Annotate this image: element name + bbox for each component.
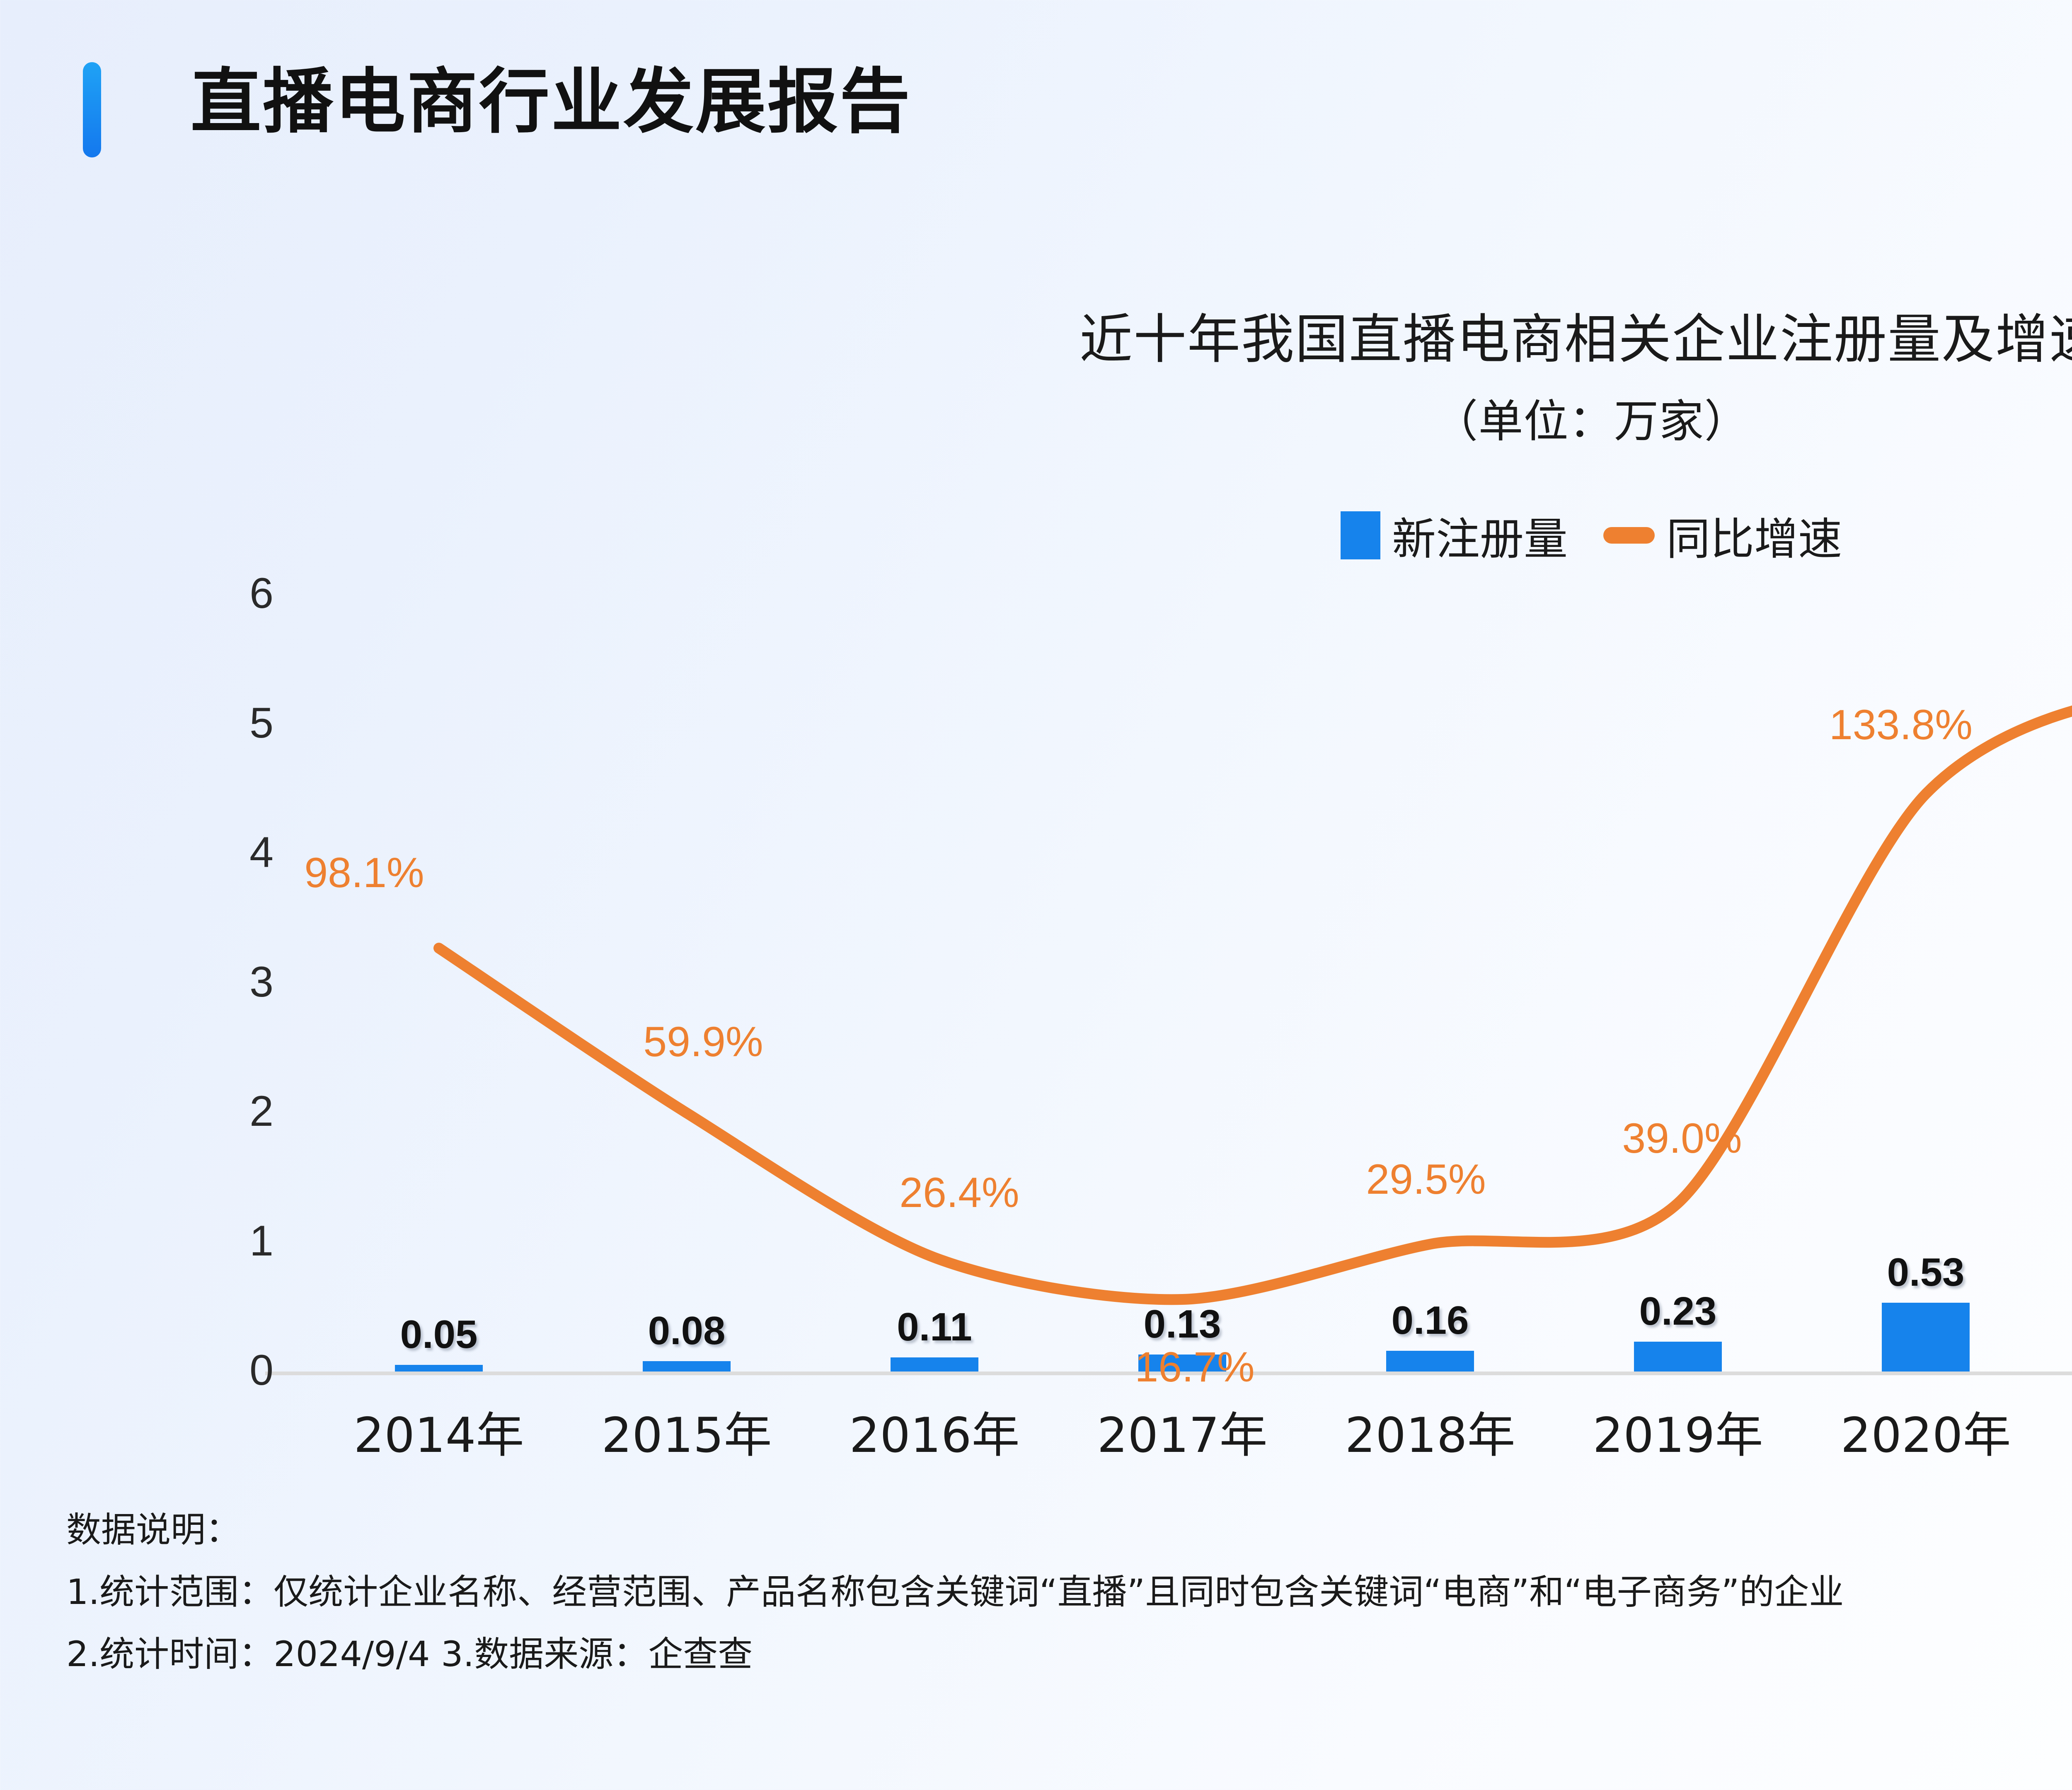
y-axis-left-tick: 4 [249, 828, 274, 876]
x-axis-label-2016年: 2016年 [849, 1408, 1020, 1463]
legend-item-line[interactable]: 同比增速 [1603, 503, 1842, 567]
y-axis-left-tick: 0 [249, 1346, 274, 1394]
growth-rate-label: 39.0% [1622, 1114, 1742, 1162]
bar-value-label: 0.05 [400, 1312, 478, 1357]
legend-bar-swatch-icon [1341, 511, 1380, 559]
page-header: 直播电商行业发展报告 企查查 Qcc.com [0, 0, 2072, 265]
chart-title: 近十年我国直播电商相关企业注册量及增速 [1079, 309, 2072, 370]
x-axis-label-2015年: 2015年 [601, 1408, 772, 1463]
bar-value-label: 0.16 [1391, 1298, 1469, 1342]
bar-2014年[interactable] [395, 1365, 483, 1372]
bar-2018年[interactable] [1386, 1351, 1474, 1372]
growth-rate-label: 26.4% [899, 1169, 1019, 1216]
bar-value-label: 0.13 [1143, 1302, 1221, 1347]
y-axis-left-tick: 6 [249, 569, 274, 617]
growth-rate-label: 59.9% [643, 1018, 763, 1066]
y-axis-left-tick: 5 [249, 699, 274, 747]
growth-rate-label: 133.8% [1829, 701, 1973, 749]
bar-value-label: 1.35 [2049, 1144, 2072, 1189]
growth-rate-label: 29.5% [1366, 1155, 1486, 1203]
growth-rate-label: 98.1% [304, 849, 424, 897]
x-axis-label-2017年: 2017年 [1097, 1408, 1268, 1463]
x-axis-label-2019年: 2019年 [1593, 1408, 1763, 1463]
title-accent-bar [83, 62, 101, 157]
legend-label-line: 同比增速 [1666, 514, 1842, 565]
footer-notes: 数据说明： 1.统计范围：仅统计企业名称、经营范围、产品名称包含关键词“直播”且… [66, 1512, 2072, 1699]
y-axis-left-tick: 3 [249, 958, 274, 1006]
bar-value-label: 0.23 [1639, 1289, 1717, 1334]
bar-2019年[interactable] [1634, 1342, 1722, 1372]
footer-note-2: 2.统计时间：2024/9/4 3.数据来源：企查查 [66, 1634, 753, 1674]
bar-2016年[interactable] [891, 1357, 978, 1372]
x-axis-label-2018年: 2018年 [1345, 1408, 1515, 1463]
x-axis-label-2020年: 2020年 [1840, 1408, 2011, 1463]
growth-rate-label: 16.7% [1135, 1343, 1255, 1391]
page-title: 直播电商行业发展报告 [191, 61, 912, 143]
legend-line-swatch-icon [1603, 527, 1655, 544]
footer-note-1: 1.统计范围：仅统计企业名称、经营范围、产品名称包含关键词“直播”且同时包含关键… [66, 1572, 1844, 1612]
chart-legend: 新注册量 同比增速 [0, 503, 2072, 567]
footer-heading: 数据说明： [66, 1509, 241, 1550]
chart-subtitle: （单位：万家） [1433, 396, 1750, 448]
growth-rate-label: 157.1% [2028, 588, 2072, 636]
bar-value-label: 0.08 [648, 1309, 726, 1353]
bar-2015年[interactable] [643, 1361, 731, 1372]
bar-value-label: 0.11 [897, 1304, 972, 1349]
bar-value-label: 0.53 [1887, 1250, 1965, 1295]
legend-label-bars: 新注册量 [1392, 514, 1568, 565]
bar-2020年[interactable] [1882, 1303, 1970, 1372]
x-axis-label-2021年: 2021年 [2037, 1396, 2072, 1466]
axis-baseline [265, 1372, 2072, 1375]
legend-item-bars[interactable]: 新注册量 [1341, 503, 1568, 567]
y-axis-left-tick: 1 [249, 1217, 274, 1265]
y-axis-left-tick: 2 [249, 1087, 274, 1135]
bar-2017年[interactable] [1138, 1355, 1226, 1372]
x-axis-label-2014年: 2014年 [353, 1408, 524, 1463]
